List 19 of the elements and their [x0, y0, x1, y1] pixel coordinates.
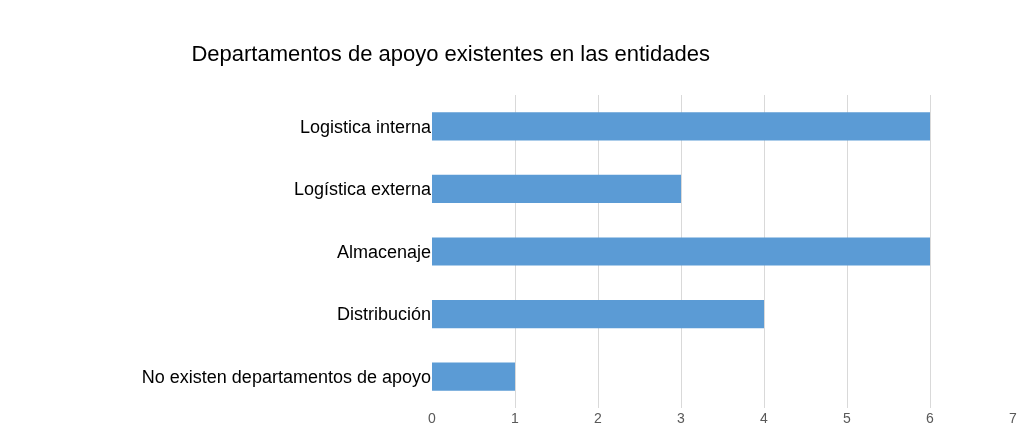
- x-tick-label: 4: [760, 410, 769, 426]
- x-tick-label: 6: [926, 410, 935, 426]
- chart-title: Departamentos de apoyo existentes en las entidades: [191, 41, 710, 67]
- x-tick-label: 1: [511, 410, 520, 426]
- x-tick-label: 7: [1009, 410, 1018, 426]
- bar: [432, 300, 764, 329]
- bar: [432, 362, 515, 391]
- bar: [432, 174, 681, 203]
- y-tick-label: Logistica interna: [299, 116, 432, 137]
- x-tick-label: 0: [428, 410, 437, 426]
- y-tick-label: Distribución: [336, 304, 431, 325]
- y-tick-label: Almacenaje: [336, 241, 431, 262]
- bar: [432, 112, 930, 141]
- x-tick-label: 3: [677, 410, 686, 426]
- x-tick-label: 5: [843, 410, 852, 426]
- y-tick-label: No existen departamentos de apoyo: [141, 367, 431, 387]
- bar: [432, 237, 930, 266]
- y-tick-label: Logística externa: [293, 179, 432, 200]
- x-tick-label: 2: [594, 410, 603, 426]
